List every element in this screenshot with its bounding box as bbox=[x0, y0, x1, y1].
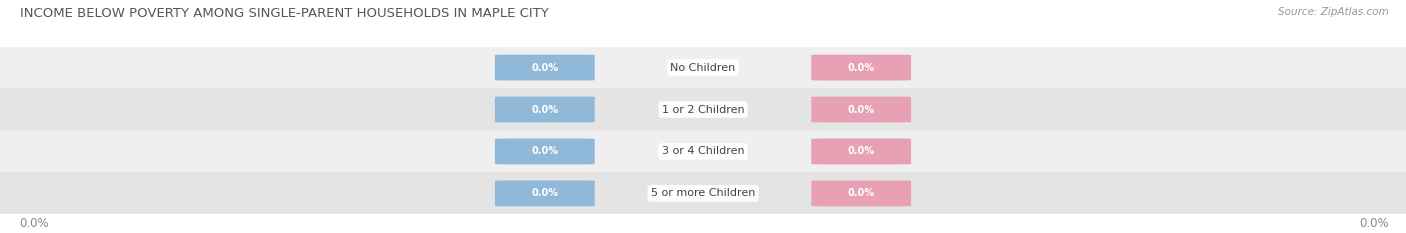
Text: 3 or 4 Children: 3 or 4 Children bbox=[662, 147, 744, 156]
Text: 0.0%: 0.0% bbox=[848, 63, 875, 72]
FancyBboxPatch shape bbox=[495, 97, 595, 122]
Text: No Children: No Children bbox=[671, 63, 735, 72]
Text: 0.0%: 0.0% bbox=[531, 147, 558, 156]
FancyBboxPatch shape bbox=[0, 46, 1406, 89]
FancyBboxPatch shape bbox=[495, 181, 595, 206]
Text: 0.0%: 0.0% bbox=[531, 105, 558, 114]
FancyBboxPatch shape bbox=[495, 55, 595, 80]
Text: 0.0%: 0.0% bbox=[531, 188, 558, 198]
FancyBboxPatch shape bbox=[0, 172, 1406, 215]
FancyBboxPatch shape bbox=[811, 139, 911, 164]
Text: Source: ZipAtlas.com: Source: ZipAtlas.com bbox=[1278, 7, 1389, 17]
FancyBboxPatch shape bbox=[811, 97, 911, 122]
Text: 0.0%: 0.0% bbox=[531, 63, 558, 72]
FancyBboxPatch shape bbox=[811, 55, 911, 80]
FancyBboxPatch shape bbox=[811, 181, 911, 206]
Text: 0.0%: 0.0% bbox=[1360, 217, 1389, 230]
Text: INCOME BELOW POVERTY AMONG SINGLE-PARENT HOUSEHOLDS IN MAPLE CITY: INCOME BELOW POVERTY AMONG SINGLE-PARENT… bbox=[20, 7, 548, 20]
Text: 0.0%: 0.0% bbox=[848, 147, 875, 156]
Text: 1 or 2 Children: 1 or 2 Children bbox=[662, 105, 744, 114]
FancyBboxPatch shape bbox=[0, 130, 1406, 173]
Text: 5 or more Children: 5 or more Children bbox=[651, 188, 755, 198]
Text: 0.0%: 0.0% bbox=[848, 188, 875, 198]
Text: 0.0%: 0.0% bbox=[20, 217, 49, 230]
FancyBboxPatch shape bbox=[495, 139, 595, 164]
FancyBboxPatch shape bbox=[0, 88, 1406, 131]
Text: 0.0%: 0.0% bbox=[848, 105, 875, 114]
